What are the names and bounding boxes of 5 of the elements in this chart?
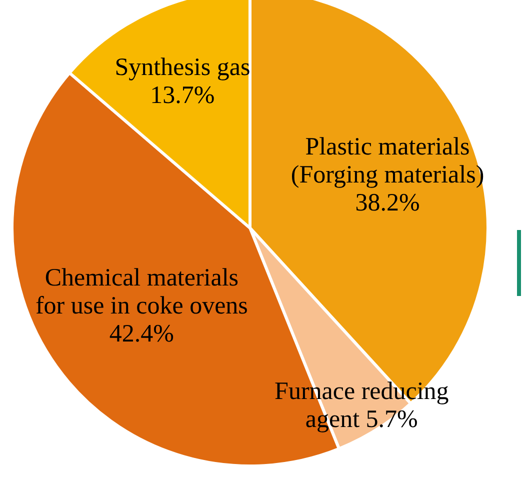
slice-label: Furnace reducing agent 5.7% xyxy=(274,378,450,433)
data-label: 42.4% xyxy=(109,320,174,348)
data-label: 38.2% xyxy=(355,189,420,216)
data-label: 13.7% xyxy=(150,81,215,108)
slice-label: Chemical materials for use in coke ovens xyxy=(35,264,248,320)
